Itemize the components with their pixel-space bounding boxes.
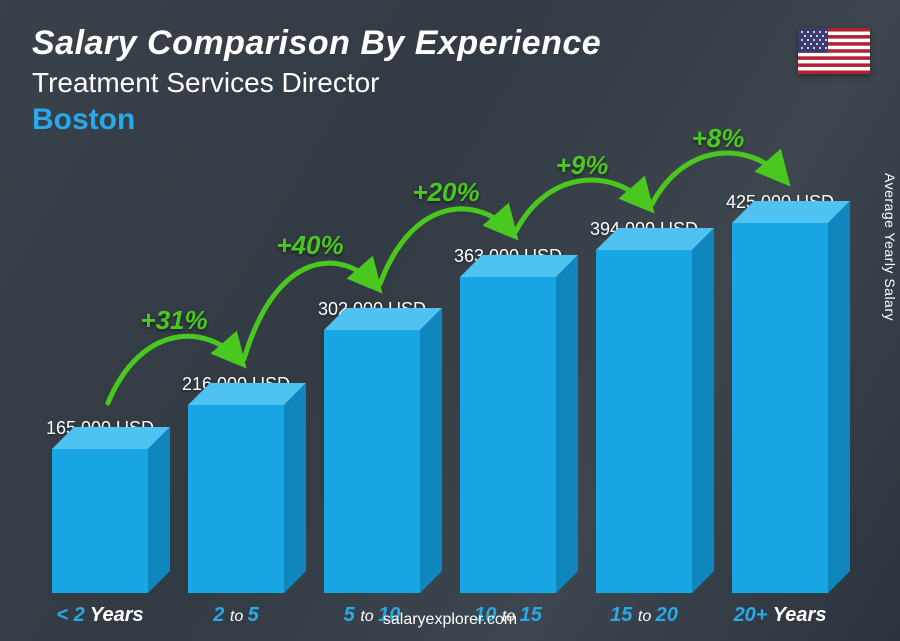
bar [324,330,420,593]
bar [596,250,692,593]
title-city: Boston [32,103,601,137]
bar-side [828,201,850,593]
salary-infographic: Salary Comparison By Experience Treatmen… [0,0,900,641]
bar-side [284,383,306,593]
bar [52,449,148,593]
bar-group: 425,000 USD20+ Years [712,150,848,593]
bar-side [692,228,714,593]
bar [732,223,828,593]
title-block: Salary Comparison By Experience Treatmen… [32,24,601,137]
growth-label: +40% [276,230,343,261]
growth-label: +20% [412,177,479,208]
usa-flag-icon [798,28,870,74]
bar-front [732,223,828,593]
bar-front [460,277,556,593]
bar-side [148,427,170,593]
bar-side [556,255,578,593]
bar-group: 216,000 USD2 to 5 [168,150,304,593]
bar-group: 363,000 USD10 to 15 [440,150,576,593]
bar-side [420,308,442,593]
bar-front [596,250,692,593]
footer-credit: salaryexplorer.com [0,611,900,629]
bar-front [52,449,148,593]
bar-chart: 165,000 USD< 2 Years216,000 USD2 to 5302… [32,150,848,593]
title-subtitle: Treatment Services Director [32,67,601,99]
bar-front [188,405,284,593]
bar-group: 165,000 USD< 2 Years [32,150,168,593]
bar [188,405,284,593]
bar-group: 394,000 USD15 to 20 [576,150,712,593]
title-main: Salary Comparison By Experience [32,24,601,63]
growth-label: +31% [140,305,207,336]
growth-label: +8% [692,123,745,154]
bar-group: 302,000 USD5 to 10 [304,150,440,593]
bar-front [324,330,420,593]
growth-label: +9% [556,150,609,181]
y-axis-label: Average Yearly Salary [882,173,898,321]
bar [460,277,556,593]
